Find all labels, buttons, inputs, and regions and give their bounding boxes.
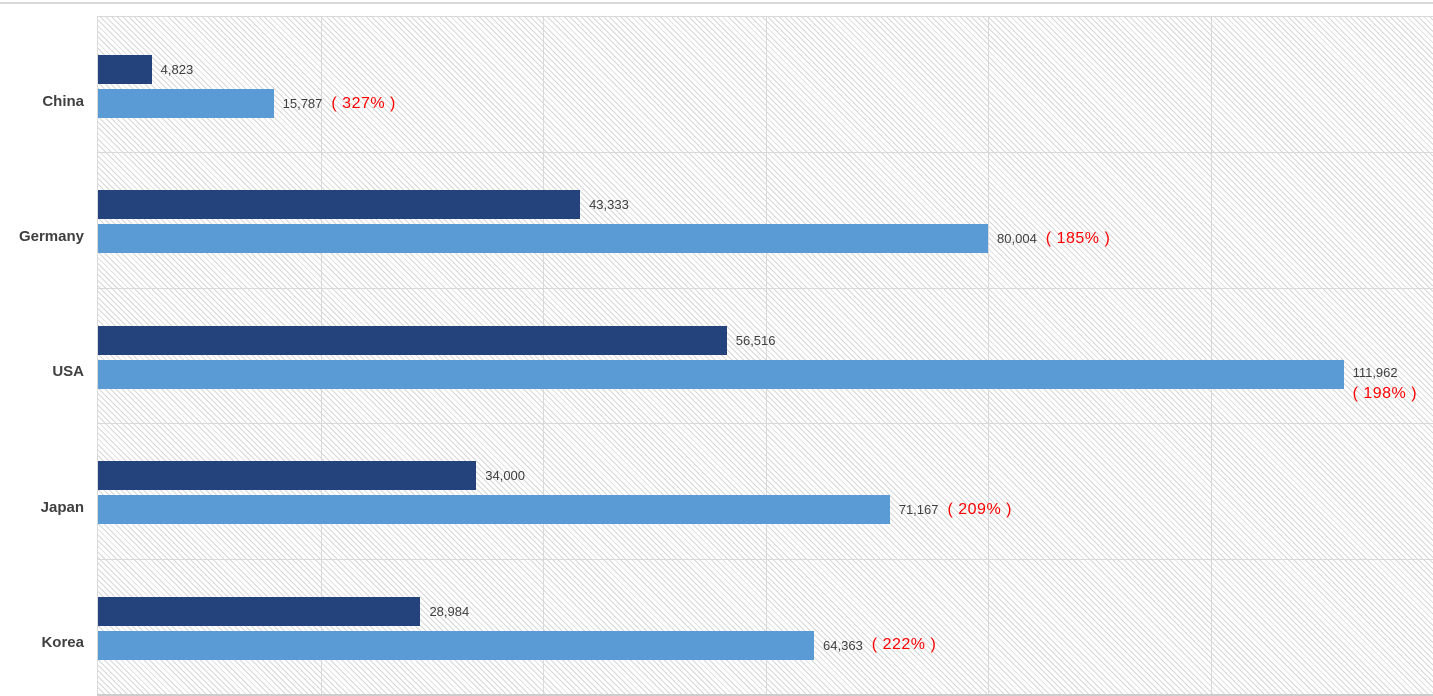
bar-value-label: 56,516	[736, 326, 776, 355]
bar-light	[98, 359, 1344, 389]
bar-value-label: 15,787 ( 327% )	[283, 89, 396, 118]
vertical-gridline	[320, 17, 322, 694]
category-row: 56,516 111,962 ( 198% )	[98, 288, 1433, 423]
bar-value-text: 71,167	[898, 502, 939, 518]
bar-value-text: 56,516	[735, 332, 776, 348]
bar-dark	[98, 325, 727, 355]
horizontal-gridline	[98, 558, 1433, 560]
bar-dark	[98, 55, 152, 84]
plot-area: 4,823 15,787 ( 327% ) 43,333 80,004 ( 185% ) 5…	[97, 16, 1433, 696]
bar-value-label: 111,962	[1352, 364, 1398, 380]
bar-light	[98, 224, 989, 254]
percent-label: ( 198% )	[1352, 384, 1418, 402]
bar-value-text: 34,000	[485, 468, 526, 484]
bar-value-label: 43,333	[589, 190, 629, 219]
bar-value-label: 64,363 ( 222% )	[823, 631, 936, 660]
percent-label: ( 222% )	[871, 636, 937, 654]
bar-value-text: 80,004	[997, 231, 1037, 247]
category-row: 34,000 71,167 ( 209% )	[98, 423, 1433, 558]
bar-value-label-stacked: 111,962 ( 198% )	[1353, 363, 1417, 404]
bar-value-text: 43,333	[589, 197, 629, 213]
bar-light	[98, 630, 815, 660]
bar-value-text: 64,363	[823, 637, 863, 653]
horizontal-gridline	[98, 423, 1433, 425]
category-label-usa: USA	[52, 363, 84, 381]
bar-value-label: 4,823	[161, 55, 194, 84]
horizontal-gridline	[98, 152, 1433, 154]
bar-value-text: 4,823	[160, 62, 194, 77]
bar-value-label: 28,984	[429, 597, 469, 626]
horizontal-gridline	[98, 287, 1433, 289]
vertical-gridline	[765, 17, 767, 694]
percent-label: ( 185% )	[1045, 229, 1111, 247]
bar-dark	[98, 190, 581, 220]
category-label-korea: Korea	[41, 634, 84, 652]
category-row: 28,984 64,363 ( 222% )	[98, 559, 1433, 694]
vertical-gridline	[543, 17, 544, 694]
bar-dark	[98, 461, 477, 491]
percent-label: ( 209% )	[947, 500, 1012, 518]
vertical-gridline	[1210, 17, 1212, 694]
category-label-japan: Japan	[40, 498, 84, 516]
bar-light	[98, 495, 890, 525]
bar-dark	[98, 596, 421, 626]
category-label-china: China	[42, 92, 84, 110]
bar-value-label: 71,167 ( 209% )	[899, 495, 1012, 524]
bar-light	[98, 89, 274, 118]
vertical-gridline	[988, 17, 989, 694]
category-label-germany: Germany	[18, 227, 84, 245]
bar-value-label: 80,004 ( 185% )	[997, 224, 1110, 253]
category-row: 43,333 80,004 ( 185% )	[98, 152, 1433, 287]
percent-label: ( 327% )	[331, 94, 396, 112]
bar-value-text: 28,984	[429, 603, 470, 619]
category-row: 4,823 15,787 ( 327% )	[98, 17, 1433, 152]
chart-top-border	[0, 2, 1433, 4]
bar-value-text: 15,787	[282, 96, 323, 111]
bar-value-label: 34,000	[485, 461, 525, 490]
